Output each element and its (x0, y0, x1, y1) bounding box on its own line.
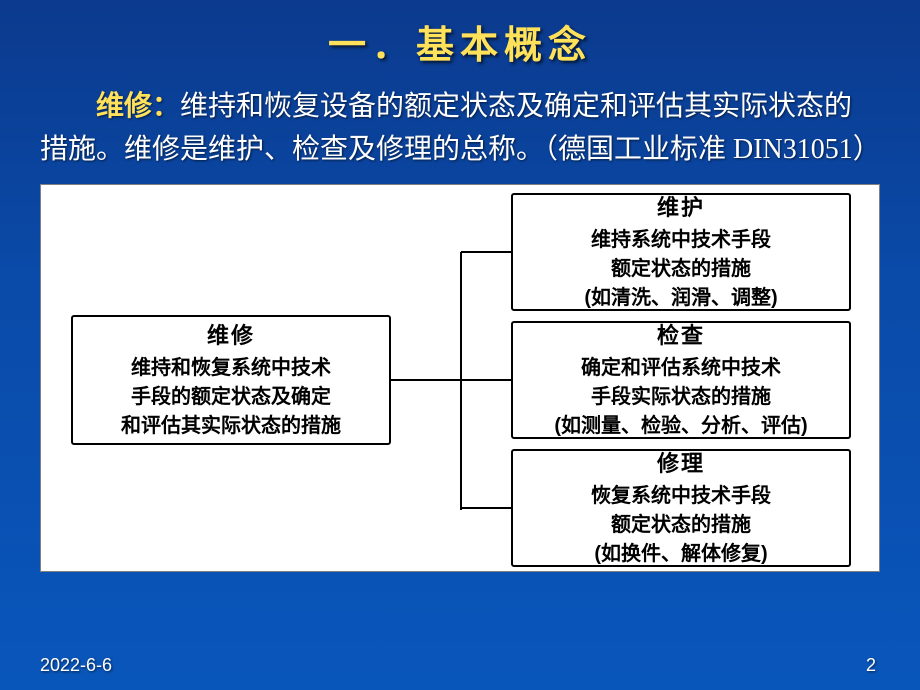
slide-title: 一．基本概念 (40, 14, 880, 69)
definition-term: 维修： (96, 91, 180, 122)
footer-page-number: 2 (866, 655, 876, 676)
diagram-node-line: 手段实际状态的措施 (521, 383, 841, 412)
diagram-node-line: (如换件、解体修复) (521, 540, 841, 569)
slide: 一．基本概念 维修：维持和恢复设备的额定状态及确定和评估其实际状态的措施。维修是… (0, 0, 920, 690)
diagram-node-line: 维持和恢复系统中技术 (81, 354, 381, 383)
footer-date: 2022-6-6 (40, 655, 112, 676)
diagram-node-line: 额定状态的措施 (521, 511, 841, 540)
diagram-node-line: 和评估其实际状态的措施 (81, 412, 381, 441)
diagram-node-root: 维修维持和恢复系统中技术手段的额定状态及确定和评估其实际状态的措施 (71, 315, 391, 445)
diagram-node-repair: 修理恢复系统中技术手段额定状态的措施(如换件、解体修复) (511, 449, 851, 567)
diagram-node-line: (如测量、检验、分析、评估) (521, 412, 841, 441)
connector-v (460, 252, 463, 511)
connector-h (461, 507, 511, 510)
diagram-node-title: 检查 (521, 318, 841, 350)
diagram-node-line: 维持系统中技术手段 (521, 226, 841, 255)
maintenance-diagram: 维修维持和恢复系统中技术手段的额定状态及确定和评估其实际状态的措施 维护维持系统中… (40, 184, 880, 572)
diagram-node-line: (如清洗、润滑、调整) (521, 284, 841, 313)
diagram-node-inspect: 检查确定和评估系统中技术手段实际状态的措施(如测量、检验、分析、评估) (511, 321, 851, 439)
diagram-node-line: 确定和评估系统中技术 (521, 354, 841, 383)
diagram-node-line: 恢复系统中技术手段 (521, 482, 841, 511)
diagram-node-title: 维修 (81, 318, 381, 350)
diagram-node-line: 手段的额定状态及确定 (81, 383, 381, 412)
diagram-node-title: 修理 (521, 446, 841, 478)
diagram-node-maintain: 维护维持系统中技术手段额定状态的措施(如清洗、润滑、调整) (511, 193, 851, 311)
diagram-node-title: 维护 (521, 190, 841, 222)
diagram-node-line: 额定状态的措施 (521, 255, 841, 284)
definition-paragraph: 维修：维持和恢复设备的额定状态及确定和评估其实际状态的措施。维修是维护、检查及修… (40, 85, 880, 172)
connector-h (461, 251, 511, 254)
connector-h (461, 379, 511, 382)
connector-h (391, 379, 461, 382)
